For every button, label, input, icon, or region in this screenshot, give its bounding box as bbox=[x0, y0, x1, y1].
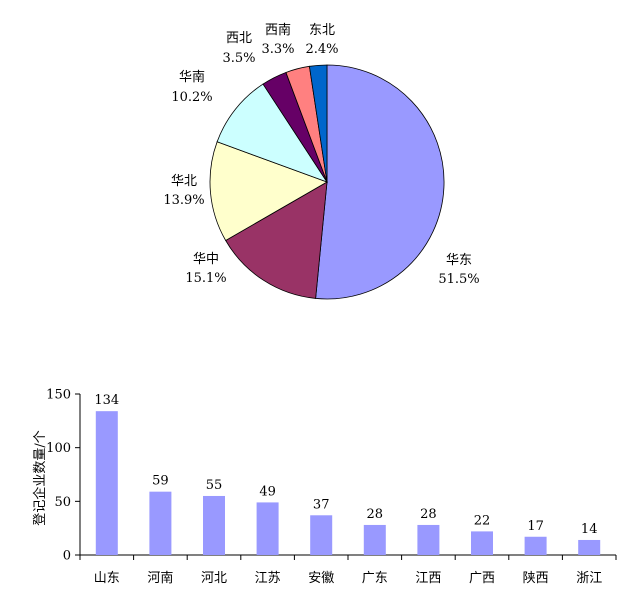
pie-label-category: 东北 bbox=[309, 23, 335, 38]
bar-value-label: 22 bbox=[474, 513, 491, 528]
x-tick-label: 河北 bbox=[201, 571, 227, 586]
pie-slice-4 bbox=[216, 83, 328, 183]
bar-value-label: 14 bbox=[581, 522, 598, 537]
bar-7 bbox=[417, 524, 440, 555]
bar-value-label: 37 bbox=[313, 497, 330, 512]
x-tick-label: 广西 bbox=[469, 571, 495, 586]
y-tick-label: 150 bbox=[46, 388, 71, 403]
bar-3 bbox=[203, 495, 225, 555]
pie-label-value: 2.4% bbox=[305, 42, 338, 57]
bar-value-label: 55 bbox=[206, 478, 223, 493]
y-tick-label: 100 bbox=[46, 441, 71, 456]
y-tick-label: 0 bbox=[63, 549, 71, 564]
pie-label-category: 西北 bbox=[226, 31, 252, 46]
x-tick-label: 广东 bbox=[362, 571, 388, 586]
bar-10 bbox=[578, 539, 601, 555]
y-axis-title: 登记企业数量/个 bbox=[32, 430, 48, 525]
bar-8 bbox=[471, 531, 493, 555]
pie-label-category: 华东 bbox=[446, 253, 472, 268]
bar-value-label: 28 bbox=[367, 507, 384, 522]
x-tick-label: 陕西 bbox=[523, 571, 549, 586]
pie-chart: 华东 51.5% 华中 15.1% 华北 13.9% 华南 10.2% 西北 3.5% 西南 3.3%… bbox=[163, 22, 480, 300]
bar-value-label: 28 bbox=[420, 507, 437, 522]
pie-label-value: 10.2% bbox=[171, 90, 212, 105]
pie-label-value: 3.5% bbox=[222, 51, 255, 66]
bar-9 bbox=[524, 536, 547, 555]
bar-value-label: 59 bbox=[152, 474, 169, 489]
bar-4 bbox=[256, 502, 279, 555]
x-tick-label: 山东 bbox=[94, 571, 120, 586]
bar-marks: 134 山东 59 河南 55 河北 49 江苏 37 安徽 28 广东 28 江西 22 广西 17 陕西 14 浙… bbox=[94, 393, 602, 586]
bar-2 bbox=[149, 491, 172, 555]
bar-value-label: 134 bbox=[94, 393, 119, 408]
pie-label-category: 华中 bbox=[193, 252, 219, 267]
pie-label-category: 西南 bbox=[265, 22, 291, 38]
pie-slice-3 bbox=[209, 141, 328, 242]
pie-slice-7 bbox=[308, 64, 328, 183]
x-tick-label: 安徽 bbox=[308, 571, 334, 586]
pie-label-value: 13.9% bbox=[163, 193, 204, 208]
bar-value-label: 49 bbox=[259, 484, 276, 499]
pie-label-value: 3.3% bbox=[261, 42, 294, 57]
bar-6 bbox=[363, 524, 386, 555]
pie-label-category: 华北 bbox=[171, 174, 197, 189]
bar-5 bbox=[310, 515, 333, 555]
pie-label-value: 15.1% bbox=[185, 271, 226, 286]
x-tick-label: 河南 bbox=[147, 570, 173, 586]
pie-label-value: 51.5% bbox=[438, 272, 479, 287]
x-tick-label: 江西 bbox=[415, 571, 441, 586]
x-tick-label: 浙江 bbox=[576, 571, 602, 586]
x-tick-label: 江苏 bbox=[255, 570, 281, 586]
y-tick-label: 50 bbox=[54, 495, 71, 510]
pie-label-category: 华南 bbox=[179, 69, 205, 85]
bar-1 bbox=[95, 411, 118, 555]
bar-value-label: 17 bbox=[527, 519, 544, 534]
bar-chart: 0 50 100 150 134 山东 59 河南 55 河北 49 江苏 37 安徽 28 广东 28 江西 2… bbox=[32, 388, 617, 586]
pie-slice-1 bbox=[315, 64, 445, 300]
pie-slice-2 bbox=[225, 181, 328, 299]
